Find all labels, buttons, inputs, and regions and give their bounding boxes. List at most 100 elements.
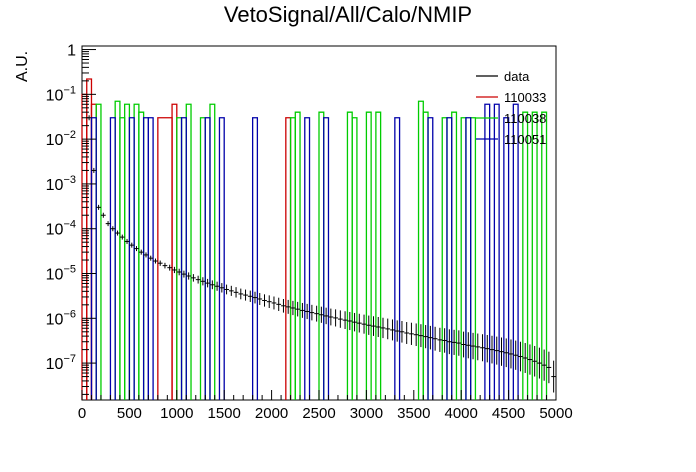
data-point-65 (394, 320, 400, 342)
data-point-34 (247, 290, 253, 302)
bin-110038-5 (138, 111, 145, 400)
data-point-12 (143, 252, 149, 258)
data-point-3 (100, 212, 106, 218)
bin-110051-10 (323, 117, 330, 400)
data-point-44 (295, 301, 301, 317)
data-point-88 (503, 338, 509, 368)
data-point-21 (186, 272, 192, 280)
bin-110038-13 (346, 111, 353, 400)
data-point-63 (385, 318, 391, 340)
data-point-56 (352, 312, 357, 332)
data-point-18 (172, 266, 177, 274)
bin-110038-15 (365, 111, 372, 400)
data-point-10 (134, 246, 139, 252)
legend-label: 110038 (504, 111, 546, 126)
bin-110038-1 (114, 100, 121, 400)
legend-entry-110051: 110051 (476, 132, 546, 147)
x-tick-label: 1000 (160, 405, 193, 422)
data-point-26 (209, 280, 215, 290)
data-point-84 (484, 334, 490, 363)
data-point-77 (451, 329, 457, 355)
data-point-57 (356, 313, 362, 333)
data-point-32 (238, 288, 244, 300)
legend-label: 110051 (504, 132, 546, 147)
data-point-67 (404, 322, 410, 344)
data-point-5 (110, 226, 116, 232)
data-point-47 (309, 304, 315, 321)
data-point-23 (195, 275, 201, 284)
data-point-19 (176, 268, 182, 276)
data-point-28 (219, 283, 225, 293)
data-point-29 (224, 284, 229, 295)
bin-110051-3 (142, 117, 150, 400)
data-point-16 (162, 262, 168, 269)
data-point-13 (148, 255, 154, 261)
y-tick-label: 10−3 (46, 174, 76, 194)
data-point-49 (319, 306, 324, 323)
data-point-22 (191, 274, 196, 282)
bin-110038-12 (318, 111, 325, 400)
data-point-85 (489, 335, 495, 364)
data-point-79 (461, 331, 466, 358)
data-point-80 (465, 332, 471, 359)
data-point-94 (532, 345, 538, 377)
data-point-52 (333, 309, 338, 327)
data-point-91 (518, 341, 523, 372)
bin-110033-0 (81, 93, 88, 400)
data-point-82 (475, 333, 481, 361)
y-tick-label: 10−6 (46, 308, 76, 328)
data-point-33 (243, 289, 248, 301)
series-data (86, 115, 556, 393)
x-tick-label: 2000 (255, 405, 288, 422)
bin-110051-15 (484, 103, 491, 400)
bin-110038-3 (124, 103, 131, 400)
bin-110051-14 (465, 117, 472, 400)
legend-entry-110038: 110038 (476, 111, 546, 126)
data-point-40 (276, 297, 282, 311)
data-point-51 (328, 308, 334, 326)
data-point-43 (290, 300, 296, 316)
data-point-76 (446, 329, 452, 355)
bin-110038-4 (133, 103, 140, 400)
data-point-87 (499, 337, 504, 366)
data-point-30 (228, 285, 234, 296)
legend-label: 110033 (504, 90, 546, 105)
data-point-55 (347, 311, 353, 331)
y-tick-label: 10−4 (46, 219, 76, 239)
data-point-92 (522, 343, 528, 373)
bin-110033-4 (171, 103, 178, 400)
data-point-6 (115, 230, 120, 236)
data-point-38 (266, 295, 272, 309)
bin-110038-21 (460, 117, 467, 400)
data-point-70 (418, 324, 424, 348)
data-point-75 (442, 328, 447, 353)
bin-110051-16 (493, 103, 500, 400)
data-point-27 (214, 281, 220, 291)
x-tick-label: 3500 (397, 405, 430, 422)
data-point-96 (541, 349, 547, 381)
data-point-37 (262, 294, 267, 307)
data-point-36 (257, 292, 263, 305)
data-point-14 (153, 258, 158, 264)
bin-110038-7 (185, 103, 192, 400)
data-point-58 (361, 314, 367, 334)
data-point-35 (252, 291, 258, 304)
x-tick-label: 500 (117, 405, 142, 422)
bin-110038-14 (351, 117, 358, 400)
bin-110051-4 (147, 117, 154, 400)
data-point-15 (157, 260, 163, 266)
legend-label: data (504, 69, 530, 84)
bin-110051-6 (204, 117, 211, 400)
bin-110051-9 (304, 117, 311, 400)
y-tick-label: 10−5 (46, 264, 76, 284)
bin-110051-8 (251, 117, 259, 400)
bin-110038-0 (95, 103, 102, 400)
bin-110038-11 (294, 111, 301, 400)
data-point-93 (527, 344, 533, 375)
data-point-17 (167, 264, 173, 271)
data-point-11 (138, 249, 144, 255)
bin-110038-10 (289, 117, 296, 400)
data-point-66 (399, 320, 405, 343)
bin-110033-5 (285, 117, 292, 400)
